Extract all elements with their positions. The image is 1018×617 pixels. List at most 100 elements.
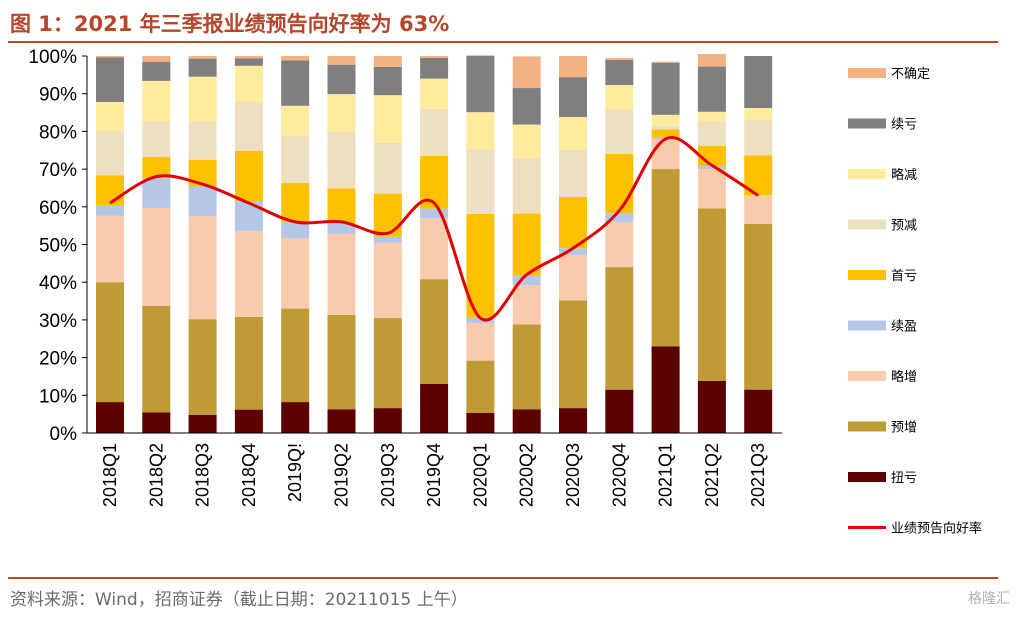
bar-segment — [327, 56, 356, 65]
bar-segment — [281, 60, 310, 106]
bar-segment — [234, 316, 263, 410]
bar-segment — [96, 175, 124, 205]
bar-segment — [651, 138, 680, 170]
bar-segment — [559, 196, 587, 249]
bar-segment — [327, 94, 356, 132]
bar-segment — [466, 55, 495, 113]
bar-segment — [142, 412, 171, 433]
bar-segment — [420, 56, 449, 58]
x-tick-label: 2018Q4 — [239, 443, 259, 507]
bar-segment — [188, 76, 217, 122]
bar-segment — [373, 142, 402, 194]
bar-segment — [605, 389, 634, 433]
title-rule — [8, 41, 998, 43]
bar-segment — [420, 78, 449, 109]
bar-segment — [651, 346, 680, 433]
bar-segment — [234, 230, 263, 317]
bar-segment — [142, 207, 171, 306]
bar-segment — [512, 213, 541, 276]
legend-label: 预减 — [891, 219, 917, 234]
bar-segment — [234, 151, 263, 202]
bar-segment — [373, 318, 402, 409]
x-tick-label: 2021Q1 — [656, 443, 676, 507]
bar-segment — [697, 169, 726, 209]
legend-swatch — [848, 169, 886, 179]
bar-segment — [559, 255, 587, 301]
figure-title: 图 1：2021 年三季报业绩预告向好率为 63% — [10, 12, 450, 36]
bar-segment — [512, 409, 541, 433]
y-tick-label: 60% — [39, 198, 77, 219]
stacked-bar-chart: 0% 10% 20% 30% 40% 50% 60% 70% 80% 90% 100% 2018Q1 2… — [28, 47, 982, 537]
trend-line — [109, 136, 760, 322]
bar-segment — [466, 360, 495, 414]
bar-segment — [96, 56, 124, 58]
bar-segment — [234, 58, 263, 66]
x-tick-label: 2020Q1 — [470, 443, 490, 507]
bar-segment — [96, 215, 124, 283]
y-tick-label: 10% — [39, 386, 77, 407]
x-tick-label: 2021Q3 — [748, 443, 768, 507]
bar-segment — [605, 154, 634, 214]
y-tick-label: 0% — [50, 424, 78, 445]
bar-segment — [512, 324, 541, 410]
bar-segment — [697, 66, 726, 112]
y-tick-label: 50% — [39, 236, 77, 257]
bar-segment — [697, 166, 726, 170]
bar-segment — [327, 223, 356, 234]
bar-segment — [281, 56, 310, 61]
x-tick-label: 2019Q4 — [424, 443, 444, 507]
bar-segment — [466, 317, 495, 323]
bar-segment — [281, 183, 310, 223]
x-tick-label: 2019Q2 — [332, 443, 352, 507]
bar-segment — [327, 314, 356, 410]
y-tick-label: 40% — [39, 273, 77, 294]
bar-segment — [420, 218, 449, 280]
legend-label: 首亏 — [891, 269, 917, 284]
bar-segment — [281, 105, 310, 136]
bar-segment — [96, 282, 124, 403]
plot-area: 0% 10% 20% 30% 40% 50% 60% 70% 80% 90% 100% 2018Q1 2… — [28, 47, 782, 507]
bar-segment — [605, 59, 634, 86]
legend-label: 续盈 — [891, 320, 917, 335]
bar-segment — [234, 56, 263, 59]
bar-segment — [373, 66, 402, 96]
bar-segment — [234, 65, 263, 102]
bar-segment — [188, 58, 217, 77]
legend-label: 略增 — [891, 369, 917, 385]
legend-swatch — [848, 68, 886, 78]
bar-segment — [559, 300, 587, 409]
bar-segment — [512, 275, 541, 286]
bar-segment — [605, 221, 634, 268]
bar-segment — [327, 409, 356, 433]
legend-label: 续亏 — [891, 118, 917, 133]
bar-segment — [559, 117, 587, 150]
bar-segment — [651, 169, 680, 347]
bar-segment — [651, 62, 680, 115]
bar-segment — [142, 121, 171, 158]
bar-segment — [559, 248, 587, 256]
bar-segment — [373, 408, 402, 433]
bar-segment — [512, 88, 541, 125]
legend-swatch — [848, 118, 886, 129]
x-tick-label: 2019Q3 — [378, 443, 398, 507]
bar-segment — [605, 85, 634, 110]
legend-swatch — [848, 371, 886, 381]
bar-segment — [327, 188, 356, 224]
bar-segment — [327, 233, 356, 315]
bar-segment — [744, 119, 773, 156]
bar-segment — [142, 80, 171, 122]
bar-segment — [420, 383, 449, 433]
bar-segment — [605, 213, 634, 222]
bar-segment — [96, 57, 124, 102]
bar-segment — [281, 135, 310, 184]
bar-segment — [512, 124, 541, 158]
bar-segment — [420, 108, 449, 156]
x-tick-label: 2020Q4 — [609, 443, 629, 507]
legend-swatch — [848, 421, 886, 432]
x-tick-label: 2021Q2 — [702, 443, 722, 507]
x-tick-label: 2018Q1 — [100, 443, 120, 507]
bar-segment — [605, 109, 634, 155]
bar-segment — [744, 389, 773, 433]
x-tick-label: 2018Q2 — [146, 443, 166, 507]
